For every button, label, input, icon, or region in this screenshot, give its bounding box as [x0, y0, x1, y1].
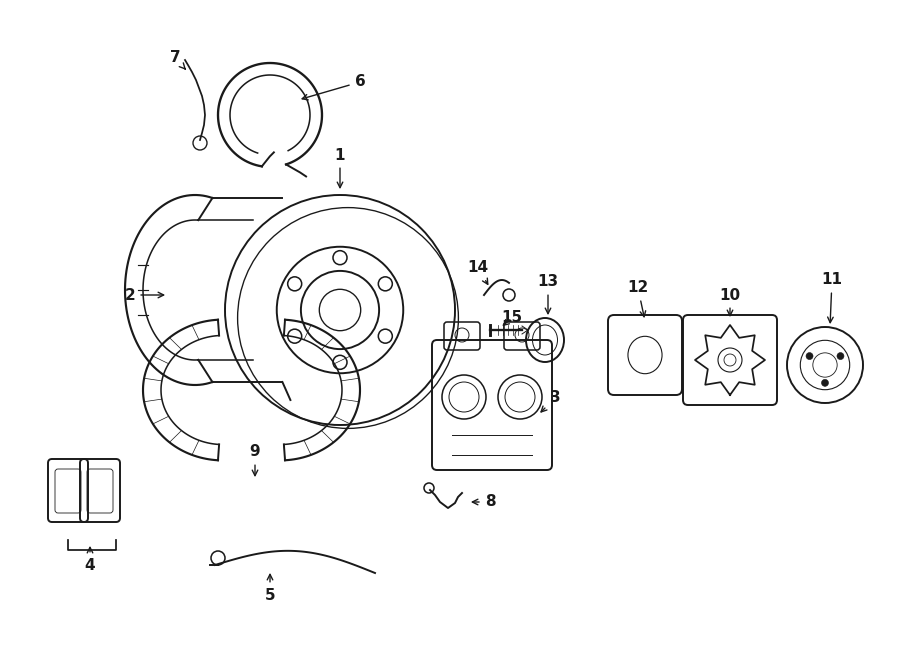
- Text: 7: 7: [170, 50, 185, 69]
- Text: 12: 12: [627, 280, 649, 317]
- Circle shape: [837, 352, 844, 360]
- Text: 5: 5: [265, 574, 275, 602]
- Text: 13: 13: [537, 274, 559, 314]
- Text: 9: 9: [249, 444, 260, 476]
- Text: 1: 1: [335, 147, 346, 188]
- Text: 3: 3: [541, 391, 561, 412]
- Text: 2: 2: [124, 288, 164, 303]
- Circle shape: [806, 352, 813, 360]
- Text: 8: 8: [472, 494, 495, 510]
- Text: 15: 15: [501, 311, 523, 325]
- Circle shape: [822, 379, 829, 387]
- Text: 14: 14: [467, 260, 489, 284]
- Text: 6: 6: [302, 75, 365, 100]
- Text: 4: 4: [85, 547, 95, 572]
- Text: 10: 10: [719, 288, 741, 316]
- Text: 11: 11: [822, 272, 842, 323]
